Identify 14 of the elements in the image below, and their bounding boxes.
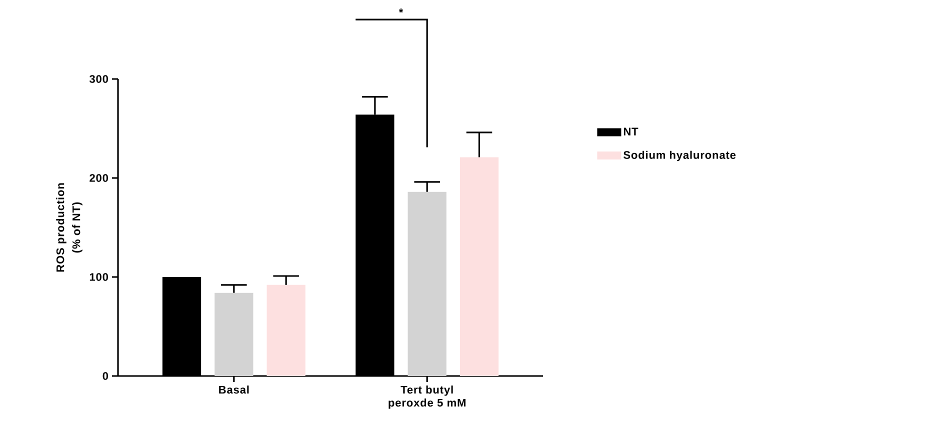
- y-tick-label: 300: [89, 75, 108, 83]
- text: *: [398, 8, 404, 13]
- y-tick-label: 200: [90, 174, 108, 182]
- y-axis-title: ROS production (% of NT): [56, 183, 82, 272]
- y-tick-label: 0: [102, 372, 108, 380]
- bar: [460, 157, 499, 376]
- x-tick-label: Basal: [219, 386, 249, 394]
- y-tick-label: 100: [90, 273, 108, 281]
- legend-label: NT: [624, 128, 638, 136]
- bar: [408, 192, 446, 376]
- legend-label: Sodium hyaluronate: [624, 150, 736, 162]
- bar: [266, 284, 306, 376]
- x-tick-label: Tert butyl peroxde 5 mM: [388, 386, 466, 409]
- bar: [214, 292, 254, 376]
